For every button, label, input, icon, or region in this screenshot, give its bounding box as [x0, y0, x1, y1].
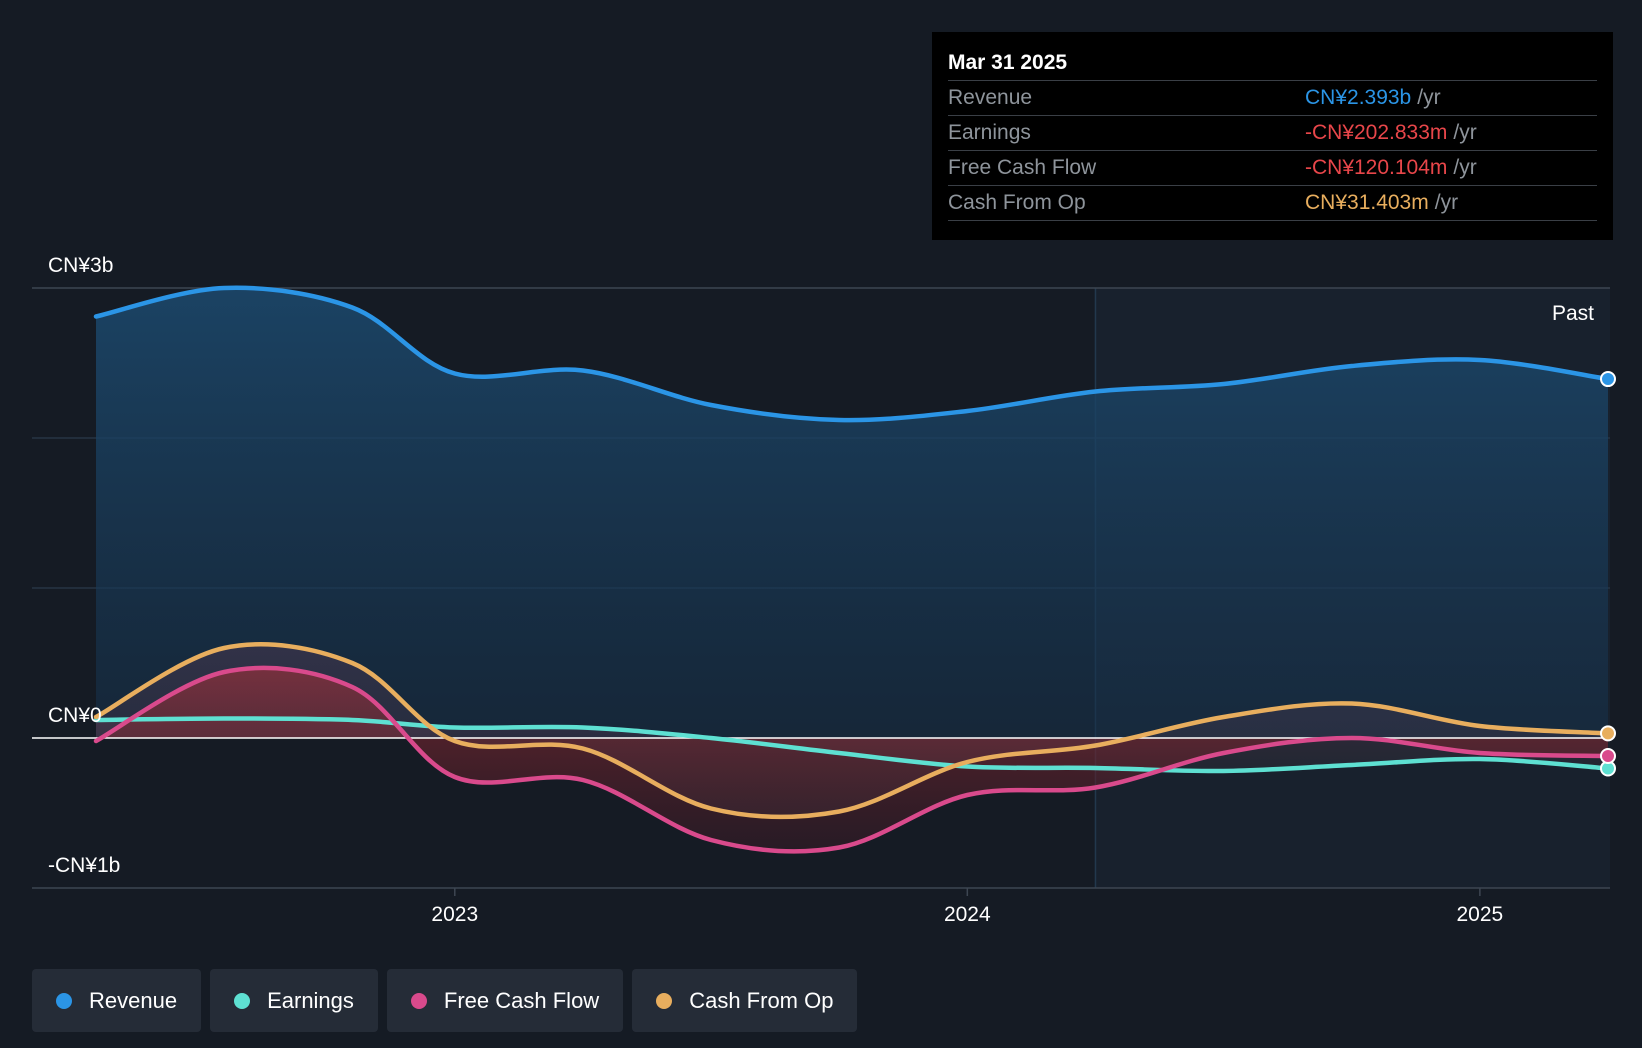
y-tick-label: -CN¥1b — [48, 854, 120, 877]
free-cash-flow-dot-icon — [410, 992, 427, 1009]
earnings-line — [93, 716, 1611, 774]
tooltip-row-free-cash-flow: Free Cash Flow -CN¥120.104m /yr — [948, 150, 1597, 185]
x-tick-label: 2024 — [944, 903, 991, 926]
tooltip-value: CN¥31.403m — [1305, 191, 1429, 214]
y-tick-label: CN¥0 — [48, 704, 102, 727]
tooltip-label: Earnings — [948, 121, 1031, 144]
x-tick-label: 2023 — [431, 903, 478, 926]
cash-from-op-line — [93, 642, 1611, 820]
tooltip-unit: /yr — [1417, 86, 1441, 109]
past-label: Past — [1552, 302, 1594, 325]
tooltip-unit: /yr — [1453, 156, 1477, 179]
legend-item-earnings[interactable]: Earnings — [210, 969, 378, 1032]
revenue-line — [93, 285, 1611, 423]
tooltip-row-cash-from-op: Cash From Op CN¥31.403m /yr — [948, 185, 1597, 221]
tooltip-unit: /yr — [1434, 191, 1459, 214]
tooltip-row-revenue: Revenue CN¥2.393b /yr — [948, 80, 1597, 115]
tooltip-label: Cash From Op — [948, 191, 1086, 214]
x-tick-label: 2025 — [1457, 903, 1504, 926]
revenue-dot-icon — [56, 992, 72, 1009]
free-cash-flow-line — [93, 665, 1611, 854]
legend-label: Free Cash Flow — [443, 987, 600, 1013]
legend-item-revenue[interactable]: Revenue — [32, 969, 202, 1032]
legend-item-free-cash-flow[interactable]: Free Cash Flow — [386, 969, 624, 1032]
cash-from-op-dot-icon — [656, 992, 673, 1009]
tooltip-value: CN¥2.393b — [1305, 86, 1412, 109]
tooltip-label: Revenue — [948, 86, 1033, 109]
tooltip-unit: /yr — [1453, 121, 1477, 144]
cash-from-op-area — [96, 644, 1608, 817]
cash-from-op-end-marker — [1600, 725, 1616, 742]
revenue-area — [96, 287, 1608, 738]
legend-label: Earnings — [267, 987, 354, 1013]
tooltip-panel: Mar 31 2025 Revenue CN¥2.393b /yr Earnin… — [932, 32, 1613, 240]
tooltip-value: -CN¥120.104m — [1305, 156, 1448, 179]
tooltip-row-earnings: Earnings -CN¥202.833m /yr — [948, 115, 1597, 150]
tooltip-label: Free Cash Flow — [948, 156, 1097, 179]
legend-label: Revenue — [89, 987, 178, 1013]
tooltip-date: Mar 31 2025 — [948, 51, 1068, 74]
free-cash-flow-end-marker — [1600, 748, 1616, 764]
earnings-dot-icon — [234, 992, 251, 1009]
tooltip-value: -CN¥202.833m — [1305, 121, 1448, 144]
legend-item-cash-from-op[interactable]: Cash From Op — [632, 969, 858, 1032]
legend: Revenue Earnings Free Cash Flow Cash Fro… — [32, 969, 858, 1032]
legend-label: Cash From Op — [689, 987, 834, 1013]
y-tick-label: CN¥3b — [48, 254, 113, 277]
revenue-end-marker — [1600, 371, 1616, 388]
